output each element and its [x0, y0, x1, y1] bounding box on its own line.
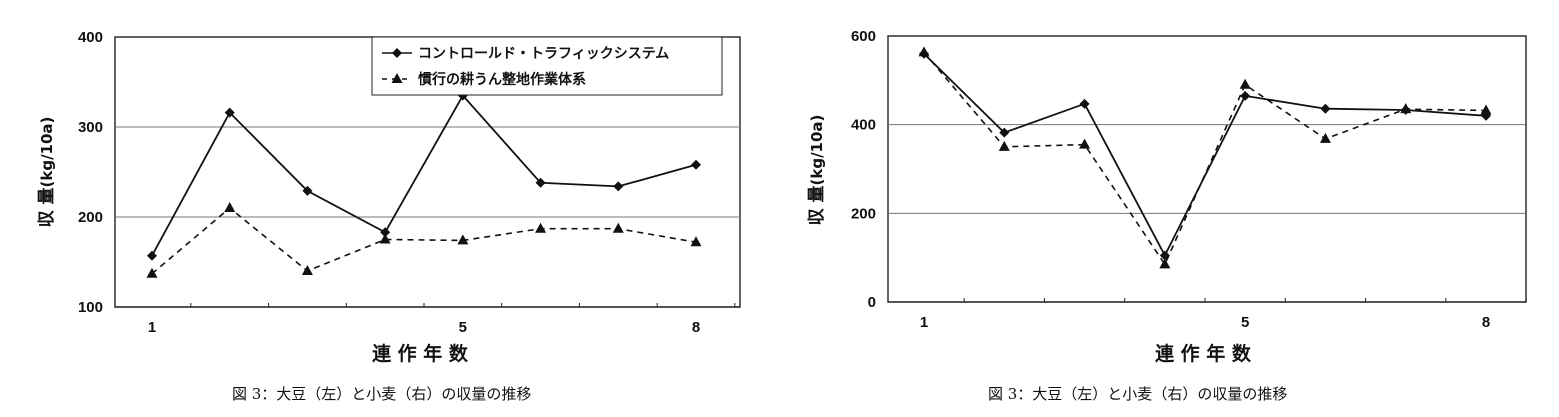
left-diamond-point: [302, 185, 313, 196]
left-y-axis-title: 収 量(kg/10a): [36, 117, 57, 228]
left-triangle-point: [690, 236, 702, 247]
left-y-axis-title-text: 収 量(kg/10a): [36, 117, 57, 228]
right-diamond-point: [1159, 250, 1170, 261]
right-diamond-point: [1320, 103, 1331, 114]
left-legend-box: [371, 36, 723, 96]
right-series-controlled-line: [923, 53, 1487, 258]
left-series-controlled-line: [151, 93, 697, 257]
left-triangle-point: [612, 222, 624, 233]
right-diamond-point: [1079, 98, 1090, 109]
wheat-yield-chart: 0 200 400 600 1 5 8 連 作 年 数 収 量(kg/10a) 図 3：大豆（左…: [780, 0, 1559, 417]
right-xtick-label: 5: [1241, 314, 1249, 331]
left-ylabel-char2: 量: [36, 187, 57, 204]
right-series-conventional-line: [923, 51, 1487, 266]
wheat-chart-svg: 0 200 400 600 1 5 8 連 作 年 数 収 量(kg/10a): [806, 28, 1527, 365]
left-triangle-point: [224, 202, 236, 212]
left-diamond-point: [147, 250, 157, 261]
left-ylabel-char1: 収: [37, 204, 57, 227]
left-ytick-label: 200: [78, 209, 103, 226]
right-y-axis-title: 収 量(kg/10a): [806, 115, 827, 226]
right-ylabel-char2: 量: [806, 185, 827, 202]
left-ylabel-unit: (kg/10a): [38, 117, 56, 188]
left-ytick-label: 400: [78, 29, 103, 46]
right-ytick-label: 0: [868, 294, 876, 311]
left-xtick-label: 8: [692, 319, 700, 336]
right-diamond-point: [999, 127, 1010, 138]
left-triangle-point: [301, 265, 313, 275]
left-diamond-point: [691, 159, 701, 170]
left-triangle-point: [535, 222, 547, 233]
left-legend-triangle: [391, 73, 403, 83]
right-ylabel-unit: (kg/10a): [808, 115, 826, 186]
right-ytick-label: 200: [851, 205, 876, 222]
left-legend-label: 慣行の耕うん整地作業体系: [417, 71, 586, 88]
left-triangle-point: [146, 267, 158, 278]
right-triangle-point: [1480, 104, 1492, 115]
left-triangle-point: [457, 234, 469, 245]
right-ylabel-char1: 収: [807, 202, 827, 225]
left-triangle-point: [379, 233, 391, 244]
caption-right: 図 3：大豆（左）と小麦（右）の収量の推移: [988, 385, 1288, 403]
left-ytick-label: 300: [78, 119, 103, 136]
left-x-axis-title: 連 作 年 数: [372, 342, 469, 365]
right-triangle-point: [998, 140, 1010, 151]
right-xtick-label: 8: [1482, 314, 1490, 331]
right-x-axis-title: 連 作 年 数: [1155, 342, 1252, 365]
right-triangle-point: [1400, 103, 1412, 114]
right-xtick-label: 1: [920, 314, 928, 331]
right-y-axis-title-text: 収 量(kg/10a): [806, 115, 827, 226]
left-legend-diamond: [392, 48, 402, 58]
left-xtick-label: 1: [148, 319, 156, 336]
right-ytick-label: 400: [851, 117, 876, 134]
soybean-yield-chart: 100 200 300 400 1 5 8 連 作 年 数 収 量(kg/10a) コントロールド…: [0, 0, 770, 417]
right-triangle-point: [1159, 258, 1171, 269]
left-diamond-point: [535, 177, 546, 188]
right-ytick-label: 600: [851, 28, 876, 45]
right-diamond-point: [1240, 90, 1251, 101]
right-triangle-point: [1239, 78, 1251, 89]
soybean-chart-svg: 100 200 300 400 1 5 8 連 作 年 数 収 量(kg/10a) コントロールド…: [36, 29, 741, 365]
left-diamond-point: [380, 227, 391, 238]
left-diamond-point: [613, 181, 624, 192]
right-triangle-point: [1079, 138, 1091, 149]
left-xtick-label: 5: [459, 319, 467, 336]
left-ytick-label: 100: [78, 299, 103, 316]
left-legend-label: コントロールド・トラフィックシステム: [418, 46, 669, 62]
left-series-conventional-line: [151, 206, 697, 275]
right-triangle-point: [1319, 132, 1331, 143]
caption-left: 図 3：大豆（左）と小麦（右）の収量の推移: [232, 385, 532, 403]
right-triangle-point: [918, 46, 930, 57]
left-diamond-point: [224, 107, 235, 118]
